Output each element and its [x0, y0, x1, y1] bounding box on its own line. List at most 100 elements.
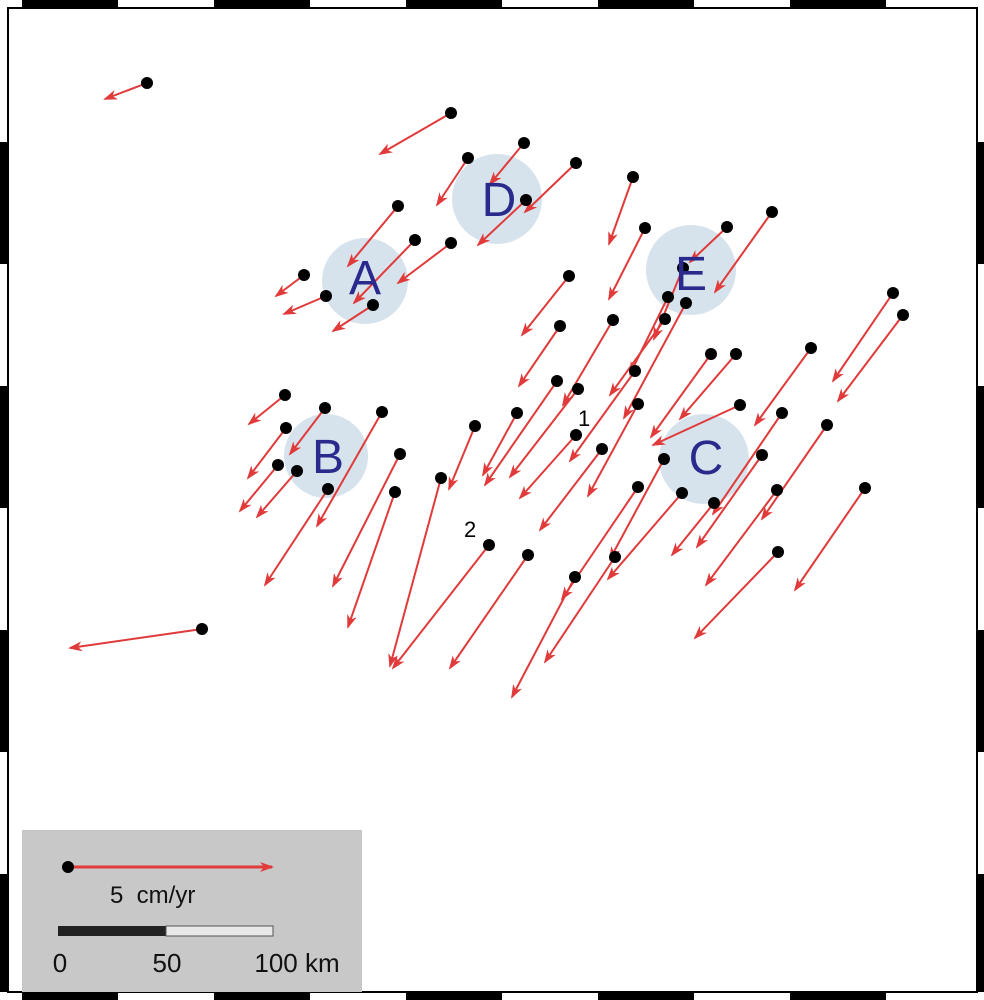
gps-station [897, 309, 909, 321]
gps-station [659, 313, 671, 325]
velocity-arrow [561, 319, 614, 407]
velocity-arrow [316, 411, 383, 528]
region-circle-a [322, 238, 408, 324]
gps-station [409, 234, 421, 246]
gps-station [551, 375, 563, 387]
site-label-1: 1 [578, 406, 590, 431]
gps-station [570, 157, 582, 169]
velocity-arrow [346, 205, 399, 268]
scalebar-light-segment [165, 925, 274, 937]
gps-station [756, 449, 768, 461]
velocity-arrow [651, 404, 741, 446]
border-tick-top [790, 0, 886, 8]
gps-station [554, 320, 566, 332]
velocity-arrow [704, 489, 778, 587]
gps-station [805, 342, 817, 354]
gps-station [730, 348, 742, 360]
velocity-vectors [68, 77, 909, 699]
border-tick-top [406, 0, 502, 8]
gps-station [627, 171, 639, 183]
gps-station [607, 314, 619, 326]
gps-station [658, 453, 670, 465]
velocity-arrow [609, 458, 665, 561]
velocity-arrow [688, 226, 728, 264]
gps-station [662, 291, 674, 303]
velocity-arrow [753, 347, 812, 427]
scalebar-tick-50: 50 [153, 948, 182, 978]
velocity-arrow [238, 464, 279, 513]
border-tick-right [977, 386, 984, 508]
border-tick-right [977, 630, 984, 752]
region-circle-d [452, 154, 542, 244]
gps-station [609, 551, 621, 563]
gps-station [772, 546, 784, 558]
gps-station [280, 422, 292, 434]
border-tick-left [0, 874, 8, 992]
scalebar-dark-segment [58, 926, 166, 936]
gps-station [520, 194, 532, 206]
gps-station [821, 419, 833, 431]
border-tick-right [977, 874, 984, 992]
velocity-arrow [511, 576, 576, 699]
gps-station [629, 365, 641, 377]
border-tick-right [977, 142, 984, 264]
region-label-c: C [689, 432, 724, 485]
velocity-arrow [606, 492, 683, 581]
gps-station [483, 539, 495, 551]
gps-station [392, 200, 404, 212]
gps-station [632, 398, 644, 410]
velocity-arrow [608, 318, 666, 397]
velocity-arrow [282, 295, 327, 315]
legend: 5 cm/yr 0 50 100 km [22, 830, 362, 992]
gps-station [291, 465, 303, 477]
velocity-arrow [448, 554, 529, 670]
border-tick-top [214, 0, 310, 8]
velocity-arrow [520, 275, 570, 337]
velocity-arrow [760, 424, 828, 521]
velocity-arrow [103, 82, 148, 100]
border-tick-top [22, 0, 118, 8]
velocity-arrow [378, 112, 452, 156]
gps-station [705, 348, 717, 360]
gps-station [298, 269, 310, 281]
gps-station [771, 484, 783, 496]
velocity-arrow [587, 403, 639, 498]
legend-station-dot [62, 861, 74, 873]
gps-station [445, 237, 457, 249]
velocity-arrow [711, 412, 783, 516]
legend-background [22, 830, 362, 992]
region-label-b: B [312, 431, 344, 484]
gps-station [320, 290, 332, 302]
velocity-arrow [543, 556, 616, 664]
gps-station [734, 399, 746, 411]
velocity-arrow [246, 427, 287, 480]
velocity-arrow [518, 434, 577, 500]
velocity-arrow [391, 544, 490, 670]
velocity-arrow [836, 314, 904, 403]
gps-station [859, 482, 871, 494]
gps-station [319, 402, 331, 414]
velocity-arrow [608, 176, 634, 246]
gps-station [511, 407, 523, 419]
gps-station [887, 287, 899, 299]
gps-station [721, 221, 733, 233]
border-tick-bottom [214, 992, 310, 1000]
gps-station [435, 472, 447, 484]
velocity-arrow [517, 325, 561, 388]
velocity-arrow [623, 302, 687, 420]
border-tick-bottom [598, 992, 694, 1000]
velocity-arrow [568, 370, 636, 463]
gps-station [196, 623, 208, 635]
gps-station [569, 571, 581, 583]
border-tick-top [598, 0, 694, 8]
gps-station [676, 487, 688, 499]
region-label-a: A [349, 252, 381, 305]
velocity-arrow [263, 488, 329, 587]
border-tick-left [0, 142, 8, 264]
velocity-arrow [388, 477, 442, 668]
legend-arrow-label: 5 cm/yr [110, 882, 195, 909]
velocity-arrow [68, 628, 203, 652]
gps-station [445, 107, 457, 119]
